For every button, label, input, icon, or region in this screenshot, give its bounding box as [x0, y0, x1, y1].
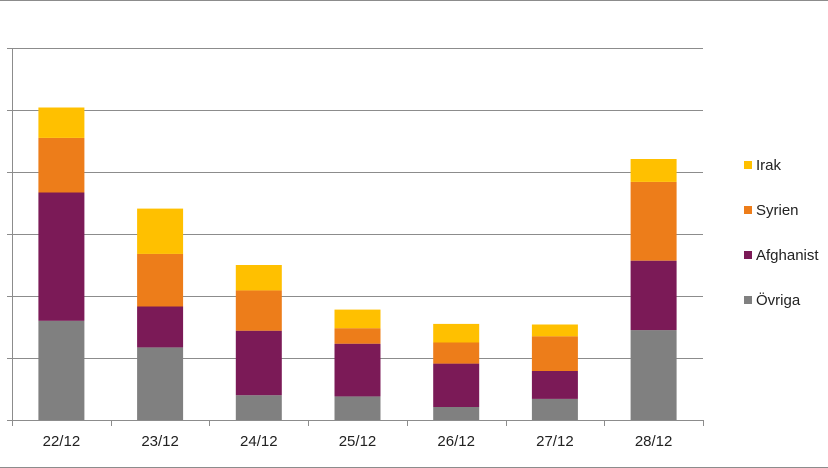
x-tick-label: 23/12 — [141, 433, 179, 450]
bar-segment-afghanist — [630, 260, 677, 331]
x-tick-label: 26/12 — [437, 433, 475, 450]
axes — [7, 48, 704, 426]
bar-segment-irak — [630, 159, 677, 182]
legend-label: Irak — [756, 157, 782, 174]
bar-segment-övriga — [630, 330, 677, 420]
bar-segment-övriga — [38, 320, 85, 420]
bars — [38, 107, 677, 420]
bar-segment-afghanist — [531, 371, 578, 399]
legend-swatch — [744, 206, 752, 214]
bar-segment-syrien — [38, 137, 85, 193]
bar-segment-afghanist — [38, 192, 85, 321]
bar-segment-syrien — [235, 290, 282, 331]
bar-segment-övriga — [334, 396, 381, 420]
x-tick-label: 28/12 — [635, 433, 673, 450]
bar-segment-afghanist — [433, 363, 480, 407]
bar-segment-afghanist — [235, 330, 282, 396]
legend-swatch — [744, 161, 752, 169]
bar-segment-syrien — [433, 342, 480, 364]
legend-label: Övriga — [756, 291, 801, 309]
bar-segment-irak — [38, 107, 85, 138]
bar-segment-afghanist — [137, 306, 184, 348]
bar-segment-övriga — [137, 347, 184, 420]
x-tick-label: 25/12 — [339, 433, 377, 450]
bar-segment-irak — [137, 208, 184, 254]
bar-segment-afghanist — [334, 343, 381, 397]
bar-segment-syrien — [531, 336, 578, 371]
bar-segment-irak — [235, 265, 282, 291]
legend-label: Syrien — [756, 202, 799, 219]
bar-segment-syrien — [630, 181, 677, 261]
bar-segment-irak — [433, 323, 480, 343]
bar-segment-irak — [334, 309, 381, 329]
bar-segment-övriga — [235, 395, 282, 420]
x-tick-label: 24/12 — [240, 433, 278, 450]
legend-label: Afghanist — [756, 247, 819, 264]
x-tick-label: 27/12 — [536, 433, 574, 450]
bar-segment-irak — [531, 324, 578, 337]
legend: Irak Syrien Afghanist Övriga — [744, 157, 819, 309]
legend-swatch — [744, 296, 752, 304]
bar-segment-syrien — [137, 253, 184, 307]
bar-segment-övriga — [433, 407, 480, 420]
x-tick-labels: 22/12 23/12 24/12 25/12 26/12 27/12 28/12 — [43, 433, 673, 450]
x-tick-label: 22/12 — [43, 433, 81, 450]
bar-segment-övriga — [531, 398, 578, 420]
legend-swatch — [744, 251, 752, 259]
bar-segment-syrien — [334, 328, 381, 344]
